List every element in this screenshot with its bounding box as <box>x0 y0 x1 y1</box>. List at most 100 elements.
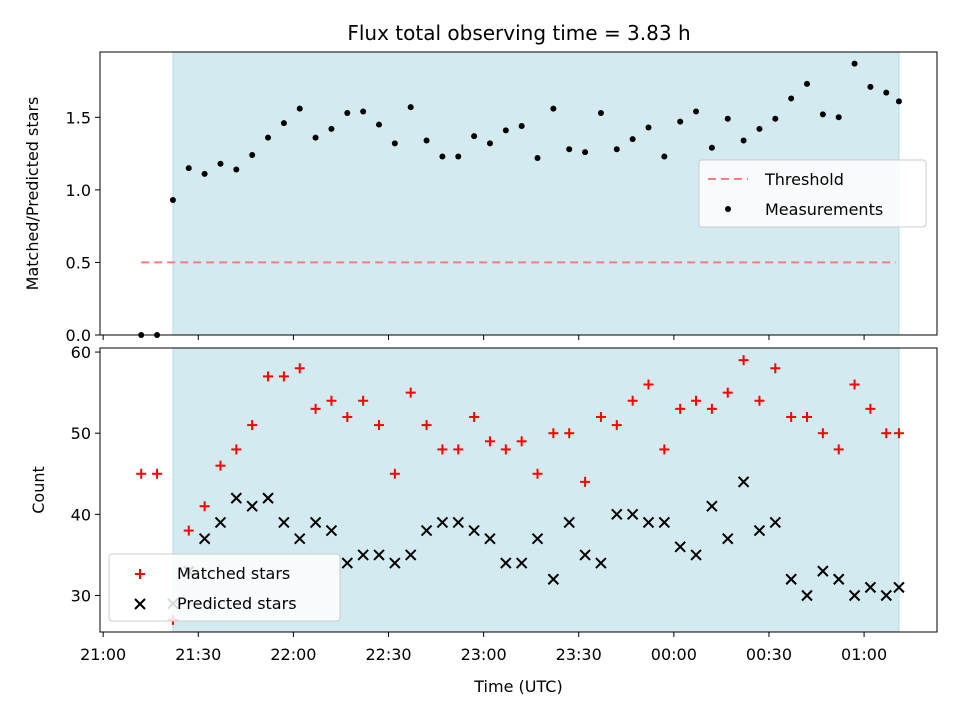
predicted-star-point <box>500 557 512 569</box>
measurement-point <box>645 124 652 131</box>
matched-star-point <box>231 444 242 455</box>
measurement-point <box>582 149 589 156</box>
x-tick-label: 23:30 <box>556 645 602 664</box>
cross-b <box>373 549 385 561</box>
cross-b <box>389 557 401 569</box>
predicted-star-point <box>833 573 845 585</box>
matched-star-point <box>358 395 369 406</box>
legend-measurements-label: Measurements <box>765 200 883 219</box>
bottom-panel-counts: 30 40 50 60 21:00 21:30 22:00 22:30 23:00 23:30 00… <box>29 343 938 696</box>
y-tick-label: 1.5 <box>66 108 91 127</box>
predicted-star-point <box>309 516 322 529</box>
measurement-point <box>233 166 240 173</box>
measurement-point <box>344 109 351 116</box>
top-panel-ratio: 0.0 0.5 1.0 1.5 Matched/Predicted stars Thres… <box>23 51 938 345</box>
matched-star-point <box>453 444 464 455</box>
matched-star-point <box>326 395 337 406</box>
matched-star-point <box>817 428 828 439</box>
predicted-star-point <box>706 500 718 512</box>
y-tick-label: 1.0 <box>66 181 91 200</box>
legend-box <box>698 159 927 228</box>
legend-predicted-label: Predicted stars <box>177 594 297 613</box>
predicted-star-point <box>785 573 797 585</box>
predicted-star-point <box>246 500 258 512</box>
matched-star-point <box>675 403 686 414</box>
predicted-star-point <box>404 549 417 561</box>
predicted-star-point <box>325 524 338 537</box>
matched-star-point <box>849 379 860 390</box>
matched-star-point <box>136 468 147 479</box>
x-tick-label: 22:00 <box>270 645 316 664</box>
cross-b <box>880 589 892 602</box>
measurement-point <box>740 137 747 144</box>
y-tick-label: 50 <box>71 424 91 443</box>
y-tick-label: 0.5 <box>66 253 91 272</box>
x-tick-label: 21:00 <box>80 645 126 664</box>
legend-top: Threshold Measurements <box>698 159 927 228</box>
cross-b <box>864 581 877 594</box>
measurement-point <box>376 121 382 128</box>
matched-star-point <box>500 444 511 455</box>
y-axis-label: Matched/Predicted stars <box>23 97 42 291</box>
cross-b <box>785 573 797 585</box>
cross-b <box>214 516 227 529</box>
measurement-point <box>613 146 620 153</box>
matched-star-point <box>374 420 384 431</box>
cross-b <box>547 573 560 585</box>
matched-star-point <box>469 411 480 422</box>
cross-b <box>515 557 528 569</box>
measurement-point <box>756 125 763 132</box>
measurement-point <box>502 127 509 134</box>
y-tick-label: 0.0 <box>66 326 91 345</box>
legend-measurements-swatch <box>725 206 731 212</box>
predicted-star-point <box>801 589 813 602</box>
measurement-point <box>249 152 256 159</box>
measurement-point <box>280 120 287 127</box>
predicted-star-point <box>357 549 369 561</box>
predicted-star-point <box>278 516 290 529</box>
cross-b <box>198 532 211 545</box>
matched-star-point <box>247 420 258 431</box>
cross-b <box>484 532 496 545</box>
predicted-star-point <box>452 516 464 529</box>
legend-matched-swatch <box>135 569 145 579</box>
predicted-star-point <box>817 565 829 577</box>
predicted-star-point <box>737 476 750 488</box>
cross-b <box>278 516 290 529</box>
matched-star-point <box>643 379 654 390</box>
measurement-point <box>835 114 842 121</box>
matched-star-point <box>893 428 904 439</box>
measurement-point <box>708 144 715 151</box>
matched-star-point <box>659 444 670 455</box>
matched-star-point <box>691 395 702 406</box>
predicted-star-point <box>722 532 734 545</box>
cross-b <box>531 532 544 545</box>
matched-star-point <box>881 428 892 439</box>
measurement-point <box>455 153 462 160</box>
predicted-star-point <box>674 541 686 553</box>
measurement-point <box>772 115 779 122</box>
predicted-star-point <box>468 524 480 537</box>
predicted-star-point <box>579 549 591 561</box>
y-tick-label: 30 <box>71 586 91 605</box>
predicted-star-point <box>848 589 861 602</box>
x-tick-label: 23:00 <box>461 645 507 664</box>
predicted-star-point <box>531 532 544 545</box>
cross-b <box>642 516 655 529</box>
measurement-point <box>661 153 668 160</box>
predicted-star-point <box>389 557 401 569</box>
predicted-star-point <box>198 532 211 545</box>
matched-star-point <box>183 525 194 536</box>
matched-star-point <box>152 468 163 479</box>
legend-threshold-label: Threshold <box>764 170 844 189</box>
predicted-star-point <box>373 549 385 561</box>
x-tick-label: 00:30 <box>746 645 792 664</box>
cross-b <box>579 549 591 561</box>
measurement-point <box>518 123 525 130</box>
cross-b <box>833 573 845 585</box>
cross-b <box>468 524 480 537</box>
measurement-point <box>296 105 303 112</box>
cross-b <box>325 524 338 537</box>
cross-b <box>722 532 734 545</box>
